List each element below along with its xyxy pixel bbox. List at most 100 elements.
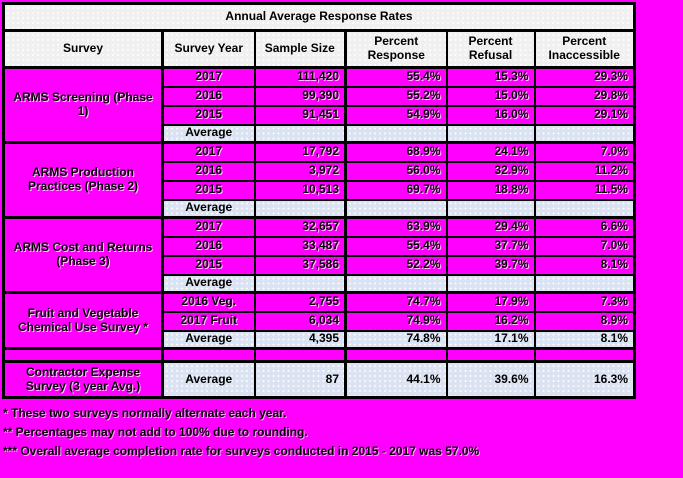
percent-inaccessible-cell: 11.5% [533,179,636,201]
percent-response-cell: 69.7% [344,179,448,201]
percent-inaccessible-cell: 11.2% [533,160,636,182]
table-row: 2015 10,513 69.7% 18.8% 11.5% [4,179,636,201]
table-row: 2016 33,487 55.4% 37.7% 7.0% [4,235,636,257]
percent-inaccessible-cell: 29.3% [533,66,636,88]
survey-name-cell: Fruit and Vegetable Chemical Use Survey … [2,291,164,350]
response-rates-table: Annual Average Response Rates Survey Sur… [2,2,636,399]
sample-size-cell [253,273,347,294]
sample-size-cell: 33,487 [253,235,347,257]
percent-inaccessible-cell: 29.8% [533,85,636,107]
sample-size-cell: 99,390 [253,85,347,107]
percent-refusal-cell: 16.0% [445,104,536,126]
average-label-cell: Average [161,360,256,399]
table-row: Fruit and Vegetable Chemical Use Survey … [2,291,636,350]
percent-response-cell: 74.7% [344,291,448,313]
survey-name-cell: Contractor Expense Survey (3 year Avg.) [2,360,164,399]
year-cell: 2016 [161,235,256,257]
footnote-overall-completion-rate: *** Overall average completion rate for … [3,444,480,458]
table-row: 2015 37,586 52.2% 39.7% 8.1% [4,254,636,276]
average-label-cell: Average [161,123,256,144]
percent-response-cell: 63.9% [344,216,448,238]
year-cell: 2016 [161,160,256,182]
percent-inaccessible-cell: 8.9% [533,310,636,332]
col-header-sample-size: Sample Size [253,29,347,69]
empty-cell [2,347,164,363]
percent-inaccessible-cell: 6.6% [533,216,636,238]
percent-refusal-cell: 37.7% [445,235,536,257]
percent-response-cell: 55.2% [344,85,448,107]
percent-refusal-cell: 24.1% [445,141,536,163]
sample-size-cell: 17,792 [253,141,347,163]
col-header-percent-refusal: Percent Refusal [445,29,536,69]
percent-response-cell: 55.4% [344,235,448,257]
table-row: 2015 91,451 54.9% 16.0% 29.1% [4,104,636,126]
percent-refusal-cell: 39.6% [445,360,536,399]
empty-cell [161,347,256,363]
percent-inaccessible-cell: 7.0% [533,141,636,163]
percent-refusal-cell: 15.0% [445,85,536,107]
percent-refusal-cell: 16.2% [445,310,536,332]
year-cell: 2015 [161,254,256,276]
percent-response-cell: 68.9% [344,141,448,163]
year-cell: 2017 [161,141,256,163]
average-label-cell: Average [161,329,256,350]
percent-inaccessible-cell [533,198,636,219]
percent-refusal-cell [445,198,536,219]
average-label-cell: Average [161,198,256,219]
table-title: Annual Average Response Rates [2,2,636,32]
percent-response-cell: 52.2% [344,254,448,276]
percent-refusal-cell: 17.9% [445,291,536,313]
percent-response-cell: 74.8% [344,329,448,350]
table-row: ARMS Cost and Returns (Phase 3) 2017 32,… [2,216,636,294]
year-cell: 2017 Fruit [161,310,256,332]
average-row: Average [4,198,636,219]
percent-inaccessible-cell: 29.1% [533,104,636,126]
table-row: 2017 Fruit 6,034 74.9% 16.2% 8.9% [4,310,636,332]
spacer-row [2,347,636,363]
percent-inaccessible-cell: 8.1% [533,254,636,276]
empty-cell [445,347,536,363]
sample-size-cell: 87 [253,360,347,399]
sample-size-cell: 37,586 [253,254,347,276]
sample-size-cell: 32,657 [253,216,347,238]
sample-size-cell: 4,395 [253,329,347,350]
percent-response-cell [344,273,448,294]
table-row: 2016 99,390 55.2% 15.0% 29.8% [4,85,636,107]
percent-refusal-cell: 17.1% [445,329,536,350]
survey-name-cell: ARMS Production Practices (Phase 2) [2,141,164,219]
table-title-row: Annual Average Response Rates [2,2,636,32]
year-cell: 2017 [161,216,256,238]
footnote-rounding: ** Percentages may not add to 100% due t… [3,425,308,439]
contractor-average-row: Contractor Expense Survey (3 year Avg.) … [2,360,636,399]
percent-response-cell [344,198,448,219]
column-header-row: Survey Survey Year Sample Size Percent R… [2,29,636,69]
sample-size-cell: 10,513 [253,179,347,201]
average-row: Average [4,273,636,294]
empty-cell [253,347,347,363]
percent-refusal-cell: 29.4% [445,216,536,238]
sample-size-cell: 91,451 [253,104,347,126]
empty-cell [344,347,448,363]
percent-refusal-cell [445,123,536,144]
sample-size-cell [253,198,347,219]
footnote-alternate-years: * These two surveys normally alternate e… [3,406,287,420]
percent-inaccessible-cell: 7.3% [533,291,636,313]
col-header-percent-response: Percent Response [344,29,448,69]
percent-inaccessible-cell [533,273,636,294]
percent-refusal-cell: 15.3% [445,66,536,88]
year-cell: 2017 [161,66,256,88]
year-cell: 2015 [161,179,256,201]
table-row: ARMS Production Practices (Phase 2) 2017… [2,141,636,219]
table-row: ARMS Screening (Phase 1) 2017 111,420 55… [2,66,636,144]
year-cell: 2016 [161,85,256,107]
table-row: 2016 3,972 56.0% 32.9% 11.2% [4,160,636,182]
empty-cell [533,347,636,363]
average-row: Average [4,123,636,144]
sample-size-cell: 3,972 [253,160,347,182]
percent-inaccessible-cell: 7.0% [533,235,636,257]
percent-inaccessible-cell [533,123,636,144]
col-header-survey: Survey [2,29,164,69]
percent-inaccessible-cell: 8.1% [533,329,636,350]
percent-refusal-cell: 32.9% [445,160,536,182]
